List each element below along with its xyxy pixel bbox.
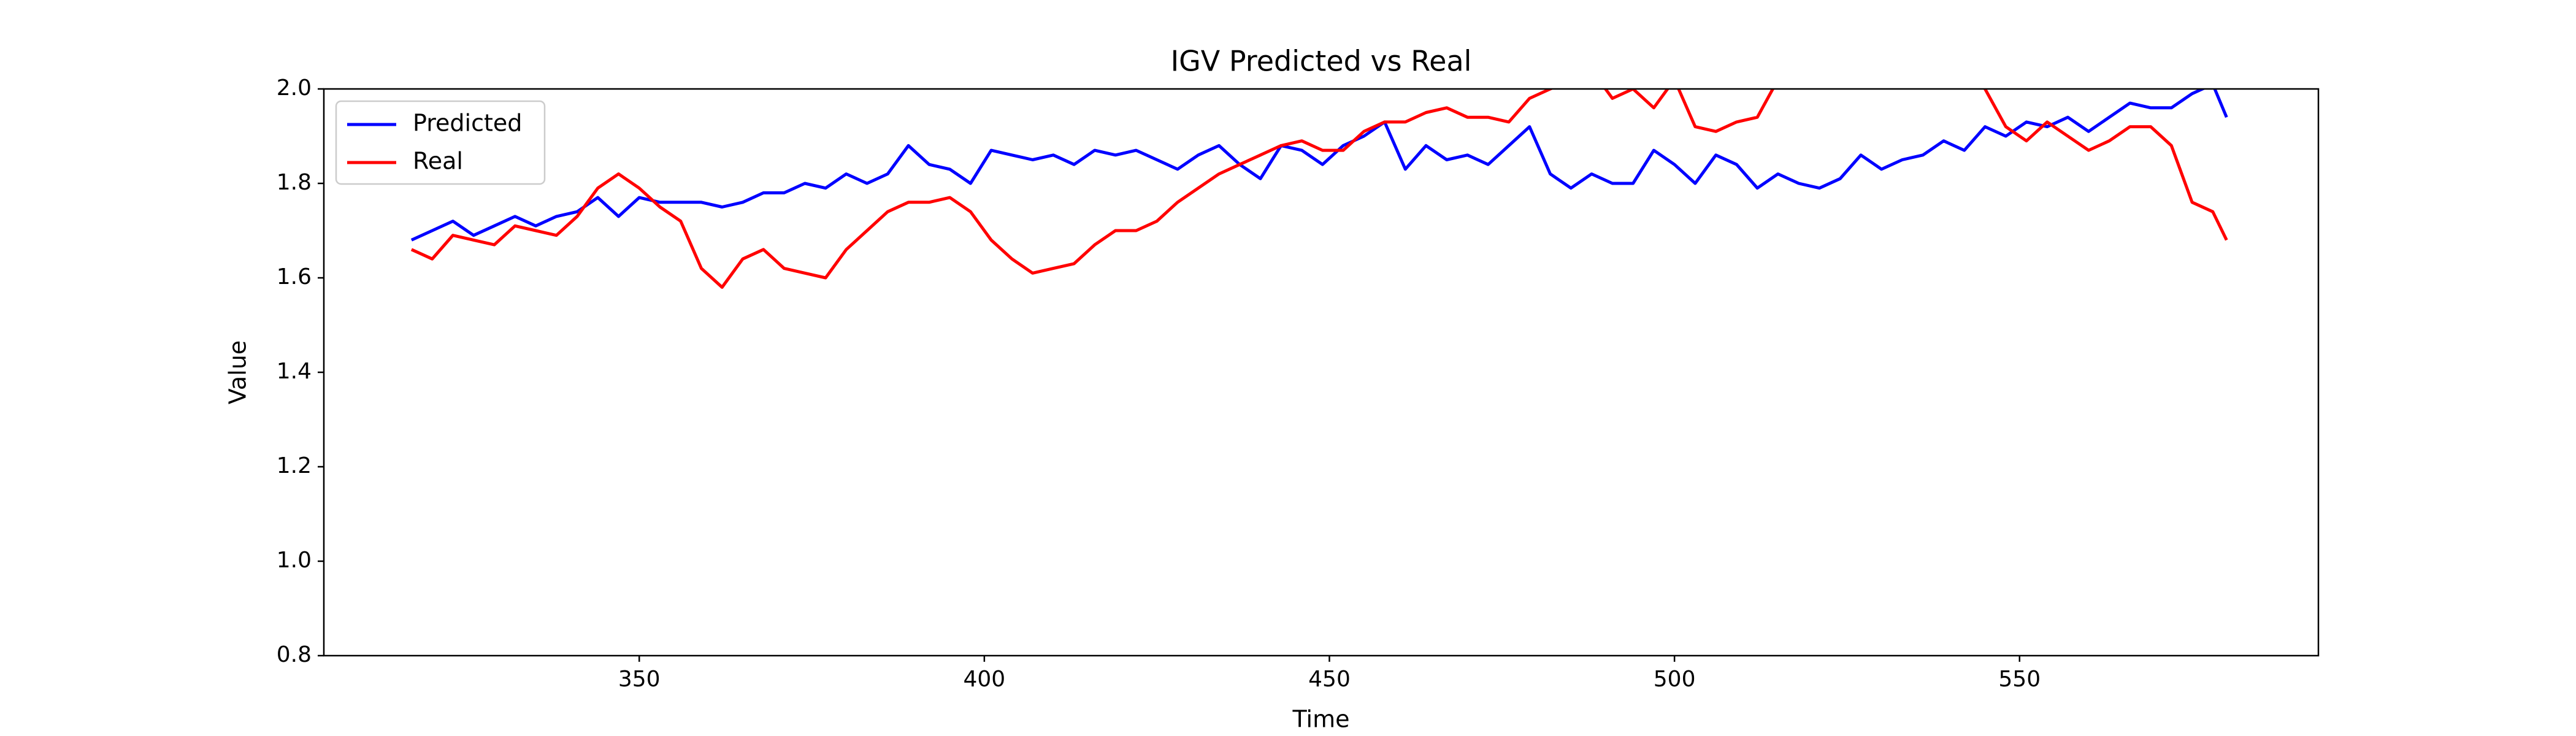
y-tick-label: 0.8 [277, 642, 312, 667]
plot-lines [410, 89, 2228, 289]
x-tick-label: 500 [1654, 667, 1696, 692]
plot-frame [323, 88, 2320, 657]
x-axis-label: Time [1292, 706, 1350, 733]
x-tick-label: 350 [618, 667, 661, 692]
y-axis-label: Value [224, 340, 251, 404]
x-tick-label: 450 [1308, 667, 1351, 692]
y-tick-label: 1.0 [277, 548, 312, 573]
x-tick-label: 400 [964, 667, 1006, 692]
x-tick-label: 550 [1998, 667, 2041, 692]
series-line [410, 89, 2228, 242]
y-tick-label: 1.4 [277, 359, 312, 384]
chart-title: IGV Predicted vs Real [1171, 45, 1472, 78]
y-tick-label: 1.2 [277, 453, 312, 478]
y-tick-label: 1.8 [277, 170, 312, 195]
legend-label: Real [413, 148, 463, 175]
series-line [410, 89, 2228, 289]
legend-label: Predicted [413, 110, 522, 137]
y-tick-label: 2.0 [277, 75, 312, 101]
y-tick-label: 1.6 [277, 264, 312, 289]
